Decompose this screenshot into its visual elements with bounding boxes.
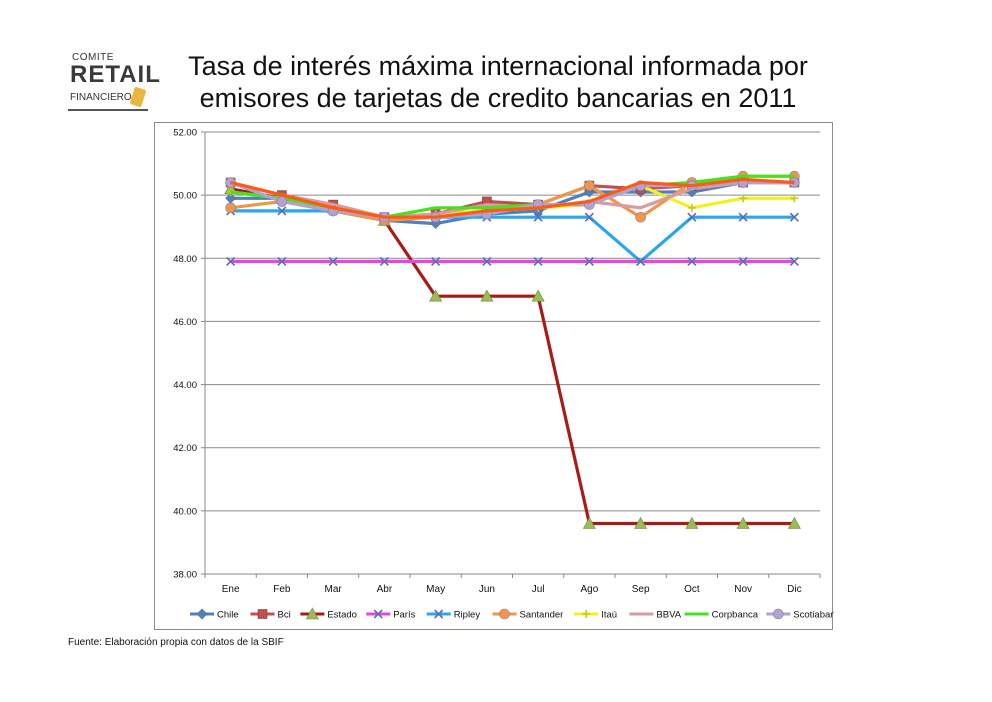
data-point <box>584 212 594 222</box>
legend-label: Estado <box>327 610 357 621</box>
x-tick-label: Oct <box>684 584 700 595</box>
legend-item: Chile <box>190 608 239 621</box>
legend-label: Itaú <box>601 610 617 621</box>
legend-item: Corpbanca <box>684 610 759 621</box>
legend-item: Scotiabank <box>766 608 834 621</box>
data-point <box>687 212 697 222</box>
data-point <box>685 516 699 529</box>
legend-label: Ripley <box>454 610 481 621</box>
legend-label: Corpbanca <box>712 610 759 621</box>
data-point <box>226 256 236 267</box>
data-point <box>379 256 389 267</box>
legend-item: Bci <box>250 609 291 621</box>
chart-title: Tasa de interés máxima internacional inf… <box>188 51 808 113</box>
series-line <box>230 177 795 219</box>
legend-label: Santander <box>520 610 564 621</box>
data-point <box>531 289 545 302</box>
line-chart: 38.00 40.00 42.00 44.00 46.00 48.00 50.00 52.00… <box>154 122 834 630</box>
data-point <box>736 516 750 529</box>
data-point <box>584 256 594 267</box>
legend-label: Bci <box>278 610 291 621</box>
x-tick-label: Jun <box>479 584 495 595</box>
y-tick-label: 50.00 <box>173 191 197 202</box>
x-tick-label: Mar <box>325 584 343 595</box>
y-tick-label: 44.00 <box>173 380 197 391</box>
x-tick-label: Nov <box>734 584 752 595</box>
x-tick-label: Ene <box>222 584 240 595</box>
y-tick-label: 46.00 <box>173 317 197 328</box>
data-point <box>738 256 748 267</box>
legend-item: BBVA <box>629 610 682 621</box>
logo-line-1: COMITE <box>72 52 114 63</box>
x-tick-label: Abr <box>377 584 393 595</box>
data-point <box>687 203 696 212</box>
data-point <box>584 180 595 191</box>
legend-item: Santander <box>492 608 564 621</box>
legend-item: Ripley <box>426 609 481 621</box>
price-tag-icon <box>129 86 147 108</box>
data-point <box>635 211 646 223</box>
legend-item: Estado <box>300 607 357 621</box>
data-point <box>480 289 494 302</box>
data-point <box>789 212 799 222</box>
legend-label: Chile <box>217 610 239 621</box>
y-tick-label: 42.00 <box>173 443 197 454</box>
legend-marker <box>772 608 784 620</box>
data-point <box>582 516 596 529</box>
y-tick-label: 40.00 <box>173 506 197 517</box>
y-tick-label: 52.00 <box>173 128 197 139</box>
x-tick-label: Ago <box>580 584 598 595</box>
legend-item: Itaú <box>574 610 617 621</box>
x-tick-label: Feb <box>273 584 291 595</box>
x-tick-label: May <box>426 584 445 595</box>
data-point <box>533 212 543 222</box>
data-point <box>787 516 801 529</box>
logo-underline <box>68 109 148 111</box>
data-point <box>789 256 799 267</box>
data-point <box>277 256 287 267</box>
legend-marker <box>257 609 268 619</box>
data-point <box>738 212 748 222</box>
logo-line-3: FINANCIERO <box>70 92 132 103</box>
legend-label: BBVA <box>656 610 681 621</box>
data-point <box>431 256 441 267</box>
data-point <box>533 256 543 267</box>
x-tick-label: Sep <box>632 584 650 595</box>
legend-marker <box>434 609 444 619</box>
legend-item: París <box>366 609 416 621</box>
data-point <box>687 256 697 267</box>
legend-marker <box>499 608 510 620</box>
legend-label: Scotiabank <box>793 610 834 621</box>
data-point <box>636 256 646 267</box>
legend-marker <box>582 610 591 618</box>
y-tick-label: 48.00 <box>173 254 197 265</box>
y-tick-label: 38.00 <box>173 570 197 581</box>
series-unnamed <box>230 177 795 219</box>
legend-marker <box>373 609 383 619</box>
data-point <box>277 206 287 216</box>
data-point <box>328 256 338 267</box>
x-tick-label: Jul <box>532 584 545 595</box>
data-point <box>790 194 799 203</box>
legend-label: París <box>393 610 415 621</box>
data-point <box>225 202 236 214</box>
source-note: Fuente: Elaboración propia con datos de … <box>68 637 284 648</box>
legend-marker <box>305 607 319 620</box>
comite-retail-logo: COMITE RETAIL FINANCIERO <box>62 52 160 122</box>
data-point <box>482 256 492 267</box>
legend-marker <box>196 608 208 620</box>
data-point <box>276 196 288 207</box>
data-point <box>429 289 443 302</box>
data-point <box>634 516 648 529</box>
data-point <box>739 194 748 203</box>
logo-line-2: RETAIL <box>70 61 161 88</box>
x-tick-label: Dic <box>787 584 801 595</box>
